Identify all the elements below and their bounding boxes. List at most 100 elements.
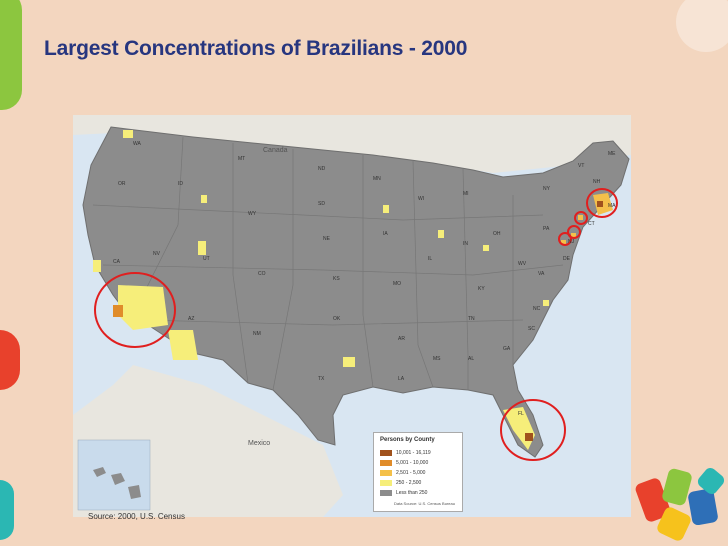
- state-label-co: CO: [258, 271, 266, 277]
- state-label-mt: MT: [238, 156, 245, 162]
- state-label-ks: KS: [333, 276, 340, 282]
- state-label-ny: NY: [543, 186, 551, 192]
- state-label-id: ID: [178, 181, 183, 187]
- state-label-la: LA: [398, 376, 405, 382]
- county-highlights: [93, 130, 613, 450]
- state-label-wv: WV: [518, 261, 527, 267]
- state-label-ne: NE: [323, 236, 331, 242]
- state-label-al: AL: [468, 356, 474, 362]
- state-label-tn: TN: [468, 316, 475, 322]
- state-label-nh: NH: [593, 179, 601, 185]
- county-az: [168, 330, 198, 360]
- state-label-vt: VT: [578, 163, 584, 169]
- legend-swatch: [380, 490, 392, 496]
- state-label-sd: SD: [318, 201, 325, 207]
- state-label-ga: GA: [503, 346, 511, 352]
- state-label-me: ME: [608, 151, 616, 157]
- state-label-wi: WI: [418, 196, 424, 202]
- slide-title: Largest Concentrations of Brazilians - 2…: [44, 37, 468, 60]
- legend-source-note: Data Source: U.S. Census Bureau: [394, 501, 455, 506]
- state-label-ok: OK: [333, 316, 341, 322]
- state-label-il: IL: [428, 256, 432, 262]
- state-boundaries: [92, 136, 564, 391]
- state-label-oh: OH: [493, 231, 501, 237]
- legend-item: 2,501 - 5,000: [380, 470, 425, 476]
- highlight-circle-connecticut: [574, 211, 588, 225]
- county-nj: [561, 240, 566, 245]
- state-label-de: DE: [563, 256, 571, 262]
- legend-item: 250 - 2,500: [380, 480, 421, 486]
- us-map: Canada Mexico WA OR ID MT ND MN WI MI NY VT ME NH MA…: [73, 115, 631, 517]
- highlight-circle-massachusetts: [586, 188, 618, 218]
- county-nc: [543, 300, 549, 306]
- state-label-in: IN: [463, 241, 468, 247]
- county-ca-south: [118, 285, 168, 330]
- state-label-mn: MN: [373, 176, 381, 182]
- state-label-wy: WY: [248, 211, 257, 217]
- state-label-mo: MO: [393, 281, 401, 287]
- decorative-green-shape: [0, 0, 22, 110]
- canada-region: [73, 115, 631, 173]
- state-label-nc: NC: [533, 306, 541, 312]
- legend-title: Persons by County: [380, 437, 435, 443]
- county-tx: [343, 357, 355, 367]
- state-label-or: OR: [118, 181, 126, 187]
- legend-label: 250 - 2,500: [396, 480, 422, 486]
- state-label-ia: IA: [383, 231, 388, 237]
- county-ca-north: [93, 260, 101, 272]
- mexico-label: Mexico: [248, 440, 270, 447]
- state-label-nv: NV: [153, 251, 161, 257]
- legend-item: 10,001 - 16,119: [380, 450, 431, 456]
- state-label-va: VA: [538, 271, 545, 277]
- county-wa: [123, 130, 133, 138]
- state-label-ky: KY: [478, 286, 485, 292]
- map-svg: Canada Mexico WA OR ID MT ND MN WI MI NY VT ME NH MA…: [73, 115, 631, 517]
- legend-swatch: [380, 480, 392, 486]
- legend-label: 10,001 - 16,119: [396, 450, 431, 456]
- highlight-circle-new-york: [567, 225, 581, 239]
- hawaii-islands: [93, 467, 141, 499]
- state-label-ma: MA: [608, 203, 616, 209]
- state-label-sc: SC: [528, 326, 535, 332]
- legend-item: 5,001 - 10,000: [380, 460, 428, 466]
- county-mn: [383, 205, 389, 213]
- county-ca-la: [113, 305, 123, 317]
- state-label-tx: TX: [318, 376, 325, 382]
- state-label-ms: MS: [433, 356, 441, 362]
- county-ma-middlesex: [597, 201, 603, 207]
- state-label-mi: MI: [463, 191, 469, 197]
- state-label-nj: NJ: [568, 239, 575, 245]
- county-oh: [483, 245, 489, 251]
- county-ct: [578, 215, 583, 220]
- decorative-red-shape: [0, 330, 20, 390]
- state-label-wa: WA: [133, 141, 142, 147]
- highlight-circle-south-florida: [500, 399, 566, 461]
- state-label-pa: PA: [543, 226, 550, 232]
- decorative-corner-shape: [676, 0, 728, 52]
- decorative-teal-shape: [0, 480, 14, 540]
- canada-label: Canada: [263, 147, 288, 154]
- county-mi: [438, 230, 444, 238]
- state-label-nd: ND: [318, 166, 326, 172]
- state-label-fl: FL: [518, 411, 524, 417]
- county-id: [201, 195, 207, 203]
- highlight-circle-southern-california: [94, 272, 176, 348]
- county-ny: [571, 233, 576, 238]
- legend-label: 5,001 - 10,000: [396, 460, 429, 466]
- state-label-az: AZ: [188, 316, 194, 322]
- map-legend: Persons by County 10,001 - 16,119 5,001 …: [373, 432, 463, 512]
- state-label-ct: CT: [588, 221, 595, 227]
- legend-swatch: [380, 460, 392, 466]
- source-citation: Source: 2000, U.S. Census: [88, 512, 185, 521]
- legend-swatch: [380, 450, 392, 456]
- highlight-circle-new-jersey: [558, 232, 572, 246]
- state-label-ut: UT: [203, 256, 210, 262]
- state-label-nm: NM: [253, 331, 261, 337]
- state-label-ar: AR: [398, 336, 405, 342]
- legend-item: Less than 250: [380, 490, 427, 496]
- county-ut: [198, 241, 206, 255]
- highlight-circles: [94, 188, 618, 461]
- state-label-ca: CA: [113, 259, 121, 265]
- legend-swatch: [380, 470, 392, 476]
- legend-label: Less than 250: [396, 490, 428, 496]
